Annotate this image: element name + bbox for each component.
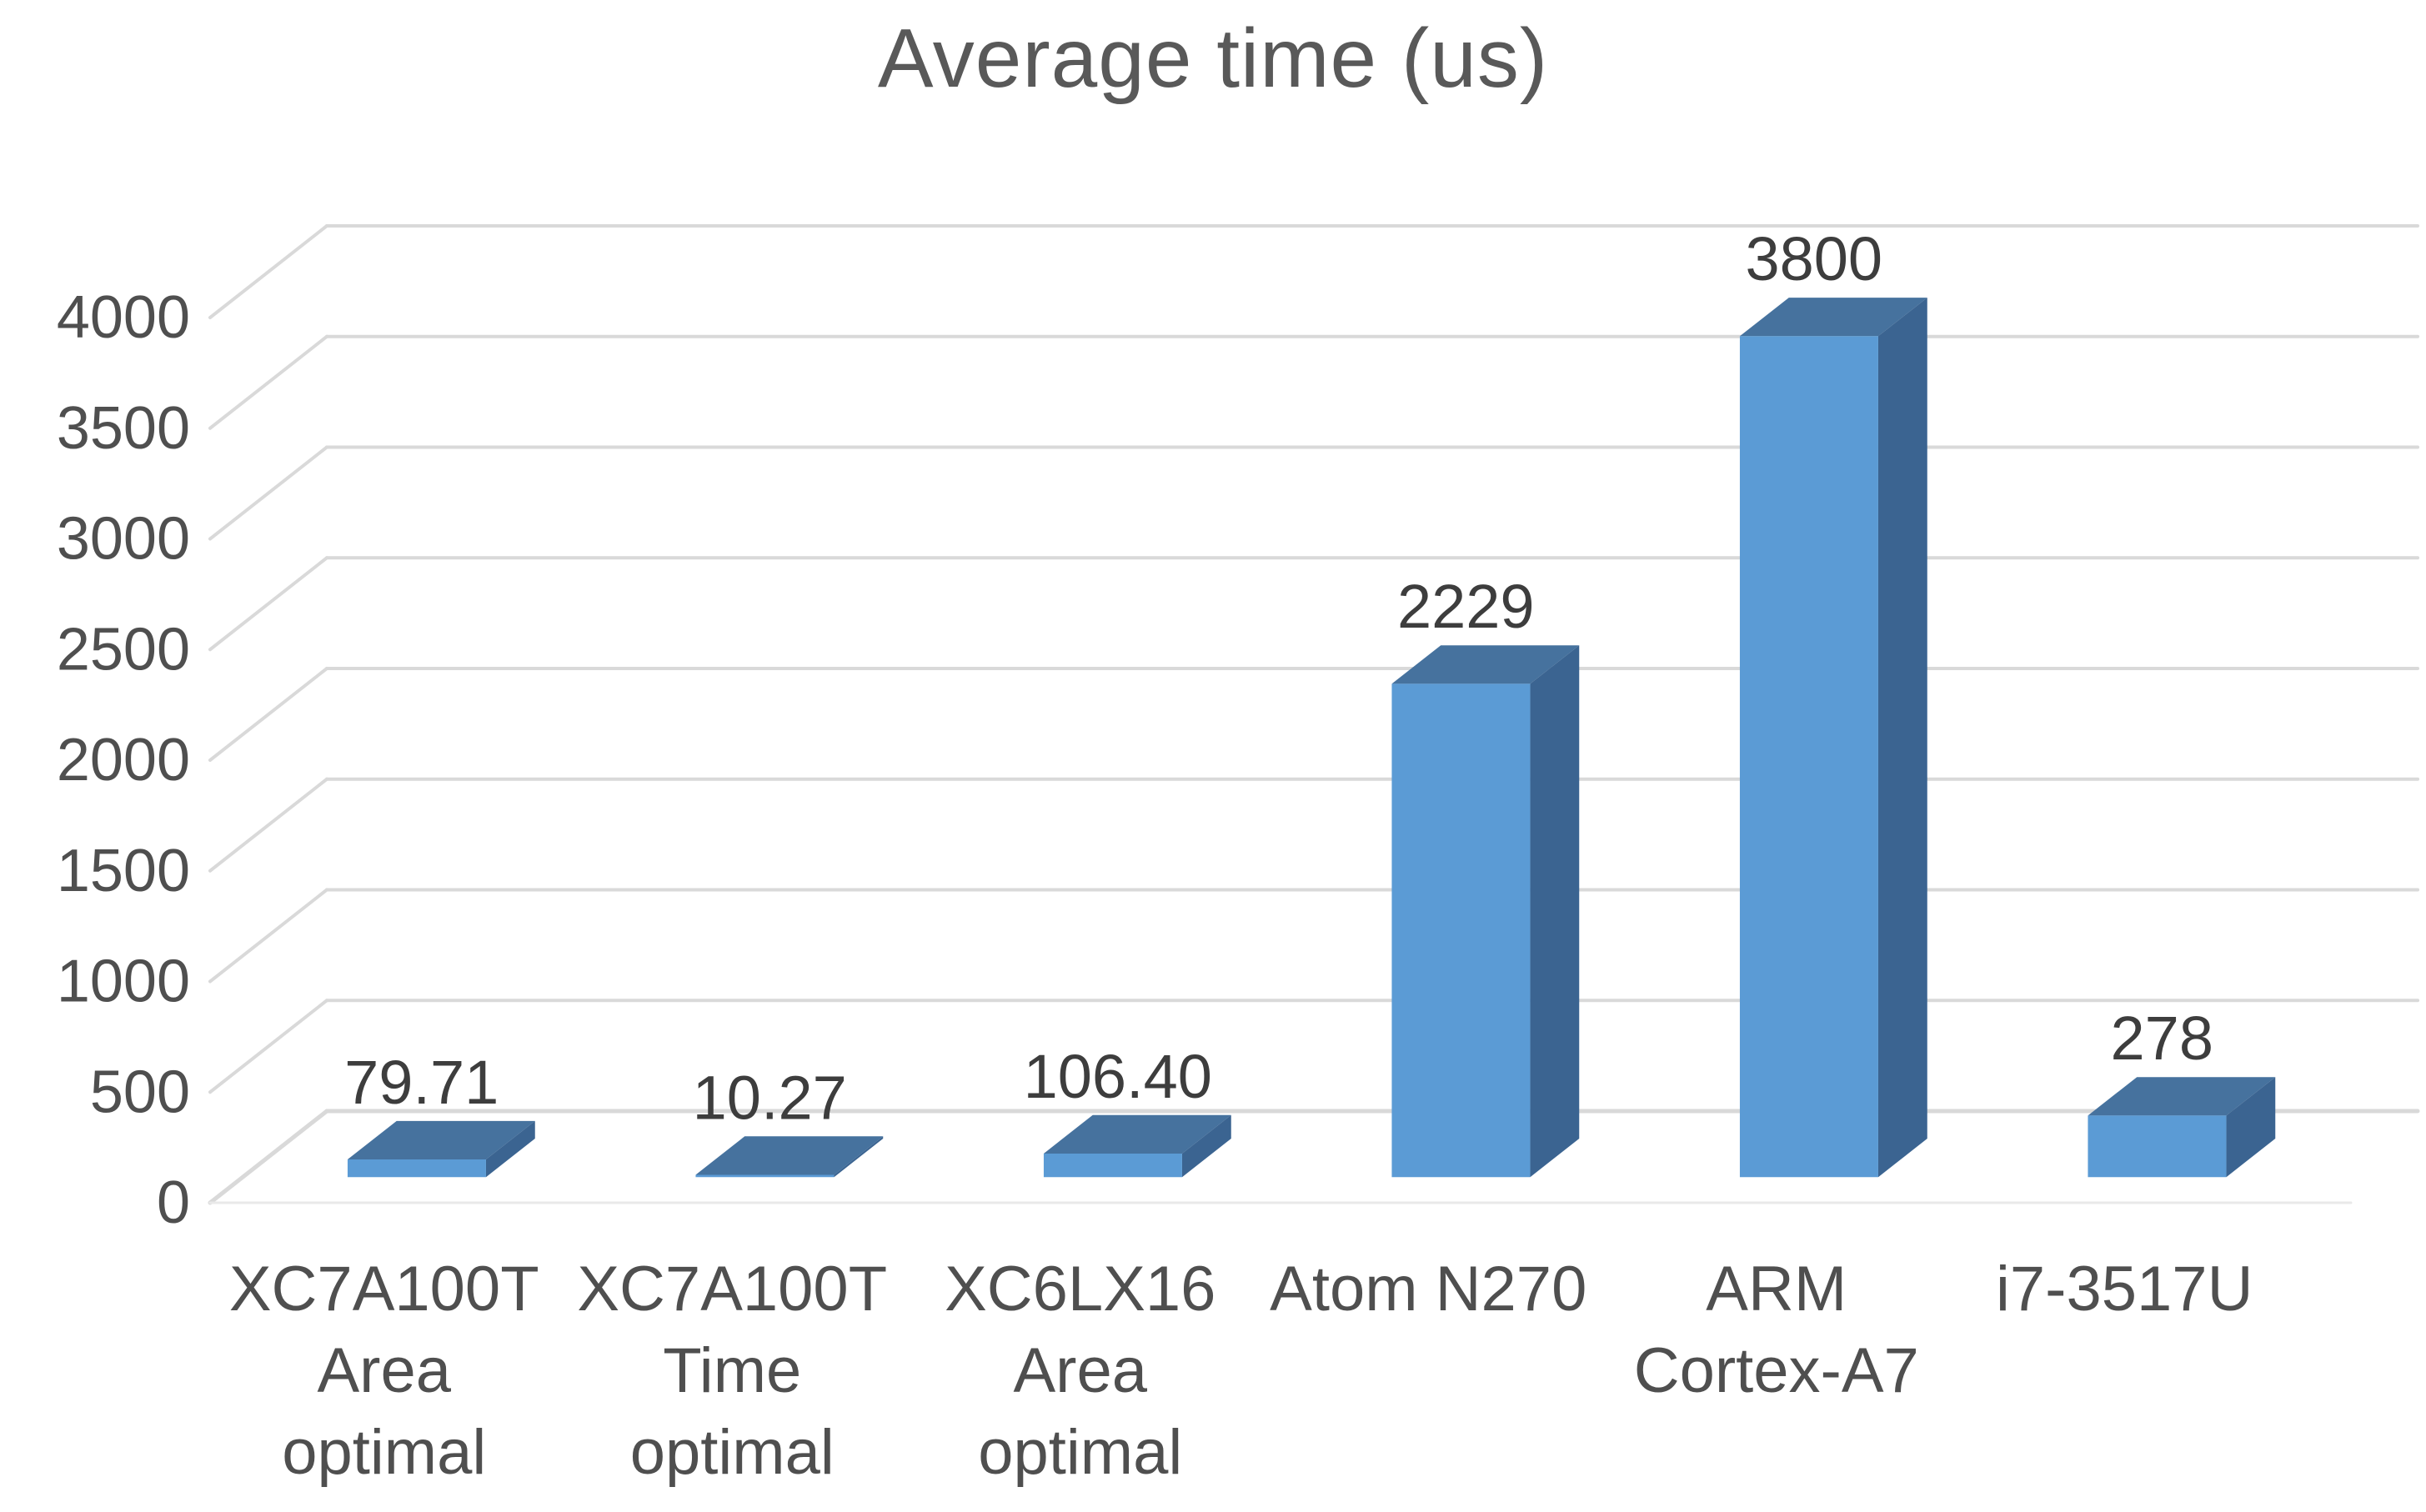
bar-front-face — [1739, 336, 1878, 1178]
value-label: 79.71 — [344, 1048, 499, 1117]
y-tick-label: 3000 — [57, 506, 190, 573]
category-label: XC7A100T Time optimal — [577, 1254, 887, 1488]
bar-front-face — [347, 1159, 486, 1178]
bar-front-face — [1391, 683, 1531, 1178]
gridline-diagonal — [208, 445, 328, 541]
gridline-diagonal — [208, 334, 328, 430]
y-tick-label: 1500 — [57, 838, 190, 904]
y-tick-label: 2000 — [57, 727, 190, 794]
y-tick-label: 2500 — [57, 616, 190, 683]
y-tick-label: 0 — [157, 1169, 190, 1236]
y-tick-label: 3500 — [57, 395, 190, 462]
bar-top-face — [1739, 298, 1927, 337]
category-label: Atom N270 — [1270, 1254, 1586, 1324]
bar-front-face — [1043, 1153, 1182, 1178]
gridline-diagonal — [208, 777, 328, 873]
bar-top-face — [347, 1120, 535, 1160]
gridline-diagonal — [208, 224, 328, 319]
bar-side-face — [834, 1136, 884, 1178]
bar-side-face — [1181, 1114, 1231, 1178]
bar-top-face — [1391, 645, 1580, 684]
bar-side-face — [1877, 298, 1927, 1178]
bar-front-face — [2088, 1115, 2227, 1178]
category-label: XC7A100T Area optimal — [229, 1254, 539, 1488]
gridline-diagonal — [208, 667, 328, 762]
bar-side-face — [485, 1120, 535, 1178]
y-tick-label: 4000 — [57, 284, 190, 351]
y-tick-label: 1000 — [57, 949, 190, 1015]
bar-top-face — [2088, 1077, 2276, 1116]
gridline-diagonal — [208, 1109, 329, 1205]
category-label: ARM Cortex-A7 — [1634, 1254, 1919, 1406]
bar-front-face — [695, 1174, 835, 1178]
value-label: 3800 — [1745, 224, 1882, 293]
category-label: XC6LX16 Area optimal — [945, 1254, 1216, 1488]
bar-top-face — [695, 1136, 884, 1175]
value-label: 106.40 — [1024, 1042, 1212, 1111]
bar-side-face — [1530, 645, 1580, 1178]
gridline-diagonal — [208, 888, 328, 984]
value-label: 278 — [2111, 1004, 2213, 1073]
bar-top-face — [1043, 1114, 1231, 1154]
bar-side-face — [2226, 1077, 2276, 1178]
gridline-diagonal — [208, 999, 328, 1094]
category-label: i7-3517U — [1996, 1254, 2253, 1324]
chart-title: Average time (us) — [877, 12, 1549, 105]
gridline-diagonal — [208, 556, 328, 652]
value-label: 10.27 — [693, 1063, 847, 1132]
y-tick-label: 500 — [90, 1059, 190, 1125]
value-label: 2229 — [1397, 572, 1535, 641]
